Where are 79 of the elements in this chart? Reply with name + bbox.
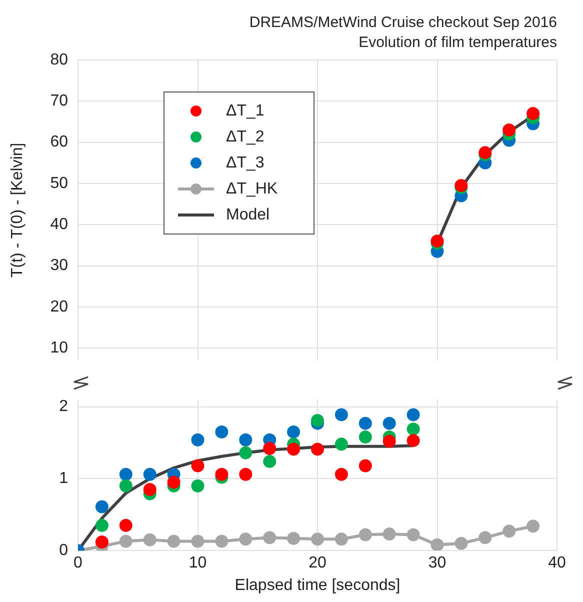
point	[119, 468, 132, 481]
point	[502, 524, 516, 538]
y-tick-label: 20	[50, 298, 68, 316]
point	[215, 468, 228, 481]
y-tick-label: 50	[50, 174, 68, 192]
point	[167, 476, 180, 489]
y-tick-label: 80	[50, 51, 68, 68]
y-tick-label: 40	[50, 216, 68, 234]
point	[382, 528, 396, 541]
point	[311, 442, 324, 456]
point	[358, 528, 372, 542]
point	[95, 518, 108, 532]
point	[239, 446, 252, 460]
point	[263, 454, 276, 468]
point	[119, 518, 132, 532]
y-tick-label: 2	[59, 398, 68, 416]
point	[358, 459, 372, 472]
legend-label: Model	[226, 206, 270, 224]
point	[406, 528, 420, 542]
point	[287, 442, 300, 456]
point	[382, 416, 396, 430]
y-tick-label: 1	[59, 470, 68, 488]
point	[215, 534, 228, 548]
point	[287, 532, 300, 545]
point	[287, 425, 300, 438]
x-tick-label: 0	[74, 554, 83, 572]
legend-label: ΔT_2	[226, 128, 264, 146]
y-tick-label: 0	[59, 542, 68, 560]
legend-label: ΔT_1	[226, 102, 264, 120]
point	[119, 534, 132, 548]
point	[191, 459, 204, 472]
point	[454, 536, 468, 550]
point	[406, 434, 420, 448]
legend-label: ΔT_3	[226, 154, 264, 172]
x-axis-title: Elapsed time [seconds]	[234, 576, 400, 594]
point	[191, 534, 204, 548]
point	[239, 468, 252, 481]
point	[358, 430, 372, 444]
chart-title: DREAMS/MetWind Cruise checkout Sep 2016	[249, 14, 557, 32]
point	[119, 479, 132, 492]
point	[167, 534, 180, 548]
point	[143, 533, 156, 546]
point	[430, 538, 444, 551]
point	[191, 433, 204, 446]
point	[406, 408, 420, 422]
point	[263, 531, 276, 544]
x-tick-label: 20	[308, 554, 326, 572]
point	[334, 408, 348, 422]
point	[334, 532, 348, 546]
x-tick-label: 10	[188, 554, 207, 572]
point	[311, 532, 324, 546]
point	[526, 106, 540, 120]
point	[406, 422, 420, 436]
point	[95, 535, 108, 548]
point	[239, 433, 252, 446]
legend-label: ΔT_HK	[226, 180, 278, 198]
point	[191, 479, 204, 492]
point	[478, 531, 492, 544]
point	[95, 500, 108, 514]
y-tick-label: 10	[50, 339, 68, 356]
y-tick-label: 70	[50, 92, 68, 110]
y-tick-label: 30	[50, 257, 68, 274]
point	[382, 434, 396, 448]
point	[358, 416, 372, 430]
point	[215, 425, 228, 438]
point	[334, 468, 348, 481]
x-tick-label: 40	[548, 554, 566, 572]
point	[502, 123, 516, 136]
chart-subtitle: Evolution of film temperatures	[358, 34, 557, 52]
y-tick-label: 60	[50, 134, 68, 151]
y-axis-title: T(t) - T(0) - [Kelvin]	[9, 142, 26, 278]
point	[526, 520, 540, 533]
point	[143, 468, 156, 481]
point	[143, 482, 156, 496]
x-tick-label: 30	[428, 554, 446, 572]
point	[311, 414, 324, 427]
point	[263, 442, 276, 455]
point	[239, 532, 252, 546]
point	[334, 438, 348, 451]
